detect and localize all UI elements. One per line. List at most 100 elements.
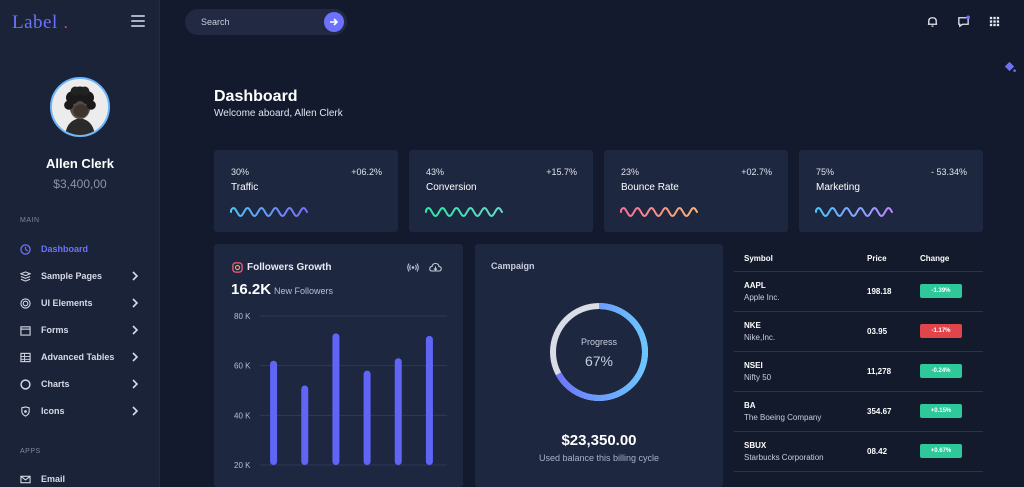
forms-icon [20, 325, 31, 336]
sparkline-wave [425, 207, 503, 217]
chart-bar [425, 335, 433, 465]
table-row[interactable]: SBUX Starbucks Corporation 08.42 +0.67% [734, 432, 983, 472]
section-label-main: MAIN [20, 217, 40, 224]
stock-change-badge: -1.17% [920, 324, 962, 338]
table-row[interactable]: BA The Boeing Company 354.67 +0.15% [734, 392, 983, 432]
sparkline-path [230, 207, 308, 217]
stat-change: +06.2% [351, 167, 382, 177]
stock-symbol: NSEI [744, 361, 763, 370]
sidebar-item-charts[interactable]: Charts [20, 376, 145, 392]
progress-value: 67% [584, 353, 614, 369]
progress-ring-arc [550, 303, 648, 401]
charts-icon [20, 378, 31, 390]
stat-label: Conversion [426, 182, 477, 193]
stock-company: Nifty 50 [744, 373, 772, 382]
stock-price: 198.18 [867, 287, 892, 296]
stock-price: 354.67 [867, 407, 892, 416]
tables-icon [20, 352, 31, 363]
sparkline-path [620, 207, 698, 217]
sparkline-wave [230, 207, 308, 217]
email-icon [20, 474, 31, 485]
icons-icon [20, 405, 31, 417]
y-tick-label: 60 K [234, 362, 251, 371]
arrow-right-icon [330, 18, 339, 26]
column-header-symbol[interactable]: Symbol [744, 254, 773, 263]
table-row[interactable]: NKE Nike,Inc. 03.95 -1.17% [734, 312, 983, 352]
sidebar-item-icons[interactable]: Icons [20, 403, 145, 419]
sample-pages-icon [20, 270, 31, 282]
stock-price: 11,278 [867, 367, 892, 376]
stock-company: Apple Inc. [744, 293, 780, 302]
stock-change-badge: +0.15% [920, 404, 962, 418]
column-header-price[interactable]: Price [867, 254, 887, 263]
sidebar-item-ui-elements[interactable]: UI Elements [20, 295, 145, 311]
stock-table: Symbol Price Change AAPL Apple Inc. 198.… [734, 244, 983, 487]
stock-symbol: NKE [744, 321, 761, 330]
sidebar: Label. Allen Clerk $3,400,00 MAIN Dashbo… [0, 0, 160, 487]
table-header: Symbol Price Change [734, 244, 983, 272]
stat-percent: 30% [231, 167, 250, 177]
logo-dot: . [63, 15, 69, 32]
apps-grid-icon[interactable] [988, 15, 1001, 28]
chevron-right-icon [132, 298, 139, 308]
progress-ring [550, 303, 648, 401]
table-row[interactable]: NSEI Nifty 50 11,278 -0.24% [734, 352, 983, 392]
campaign-amount: $23,350.00 [561, 432, 637, 449]
stat-label: Marketing [816, 182, 860, 193]
followers-growth-card: Followers Growth 16.2K New Followers 20 … [214, 244, 463, 487]
followers-bar-chart: 20 K 40 K 60 K 80 K [234, 312, 447, 470]
paint-bucket-icon[interactable] [1003, 60, 1016, 73]
dashboard-icon [20, 243, 31, 255]
section-label-apps: APPS [20, 448, 41, 455]
y-tick-label: 20 K [234, 461, 251, 470]
chart-bar [363, 370, 371, 465]
message-icon[interactable] [957, 15, 970, 28]
stat-percent: 23% [621, 167, 640, 177]
campaign-card: Campaign Progress 67% $23,350.00 Used ba… [475, 244, 723, 487]
stat-change: +02.7% [741, 167, 772, 177]
chevron-right-icon [132, 271, 139, 281]
stat-change: +15.7% [546, 167, 577, 177]
page-subtitle: Welcome aboard, Allen Clerk [214, 108, 343, 119]
stock-price: 03.95 [867, 327, 888, 336]
sidebar-item-label: UI Elements [41, 298, 93, 308]
followers-count-label: New Followers [274, 286, 334, 296]
column-header-change[interactable]: Change [920, 254, 950, 263]
stock-company: Nike,Inc. [744, 333, 776, 342]
search-input[interactable] [185, 17, 315, 27]
campaign-amount-label: Used balance this billing cycle [538, 453, 660, 463]
sidebar-item-label: Email [41, 474, 66, 484]
stock-price: 08.42 [867, 447, 888, 456]
search-submit-button[interactable] [324, 12, 344, 32]
broadcast-icon[interactable] [407, 262, 419, 273]
stat-percent: 43% [426, 167, 445, 177]
sidebar-item-sample-pages[interactable]: Sample Pages [20, 268, 145, 284]
sidebar-item-forms[interactable]: Forms [20, 322, 145, 338]
user-balance: $3,400,00 [53, 177, 107, 191]
cloud-download-icon[interactable] [429, 262, 442, 273]
table-row[interactable]: AAPL Apple Inc. 198.18 -1.39% [734, 272, 983, 312]
logo-text: Label [12, 12, 58, 33]
stat-percent: 75% [816, 167, 835, 177]
sidebar-item-dashboard[interactable]: Dashboard [20, 241, 145, 257]
sparkline-wave [620, 207, 698, 217]
followers-count: 16.2K [231, 281, 272, 298]
sidebar-item-advanced-tables[interactable]: Advanced Tables [20, 349, 145, 365]
chevron-right-icon [132, 379, 139, 389]
campaign-title: Campaign [491, 261, 535, 271]
stat-change: - 53.34% [930, 167, 967, 177]
stock-company: The Boeing Company [744, 413, 822, 422]
sidebar-item-label: Advanced Tables [41, 352, 115, 362]
stat-card-bounce-rate: 23% +02.7% Bounce Rate [604, 150, 788, 232]
chart-bar [394, 358, 402, 465]
stock-symbol: AAPL [744, 281, 766, 290]
chevron-right-icon [132, 352, 139, 362]
sidebar-item-email[interactable]: Email [20, 471, 145, 487]
sidebar-item-label: Forms [41, 325, 69, 335]
stock-change-badge: -1.39% [920, 284, 962, 298]
brand-logo[interactable]: Label. [12, 12, 68, 34]
avatar[interactable] [50, 77, 110, 137]
stat-card-traffic: 30% +06.2% Traffic [214, 150, 398, 232]
bell-icon[interactable] [926, 15, 939, 28]
menu-toggle-icon[interactable] [131, 15, 145, 27]
